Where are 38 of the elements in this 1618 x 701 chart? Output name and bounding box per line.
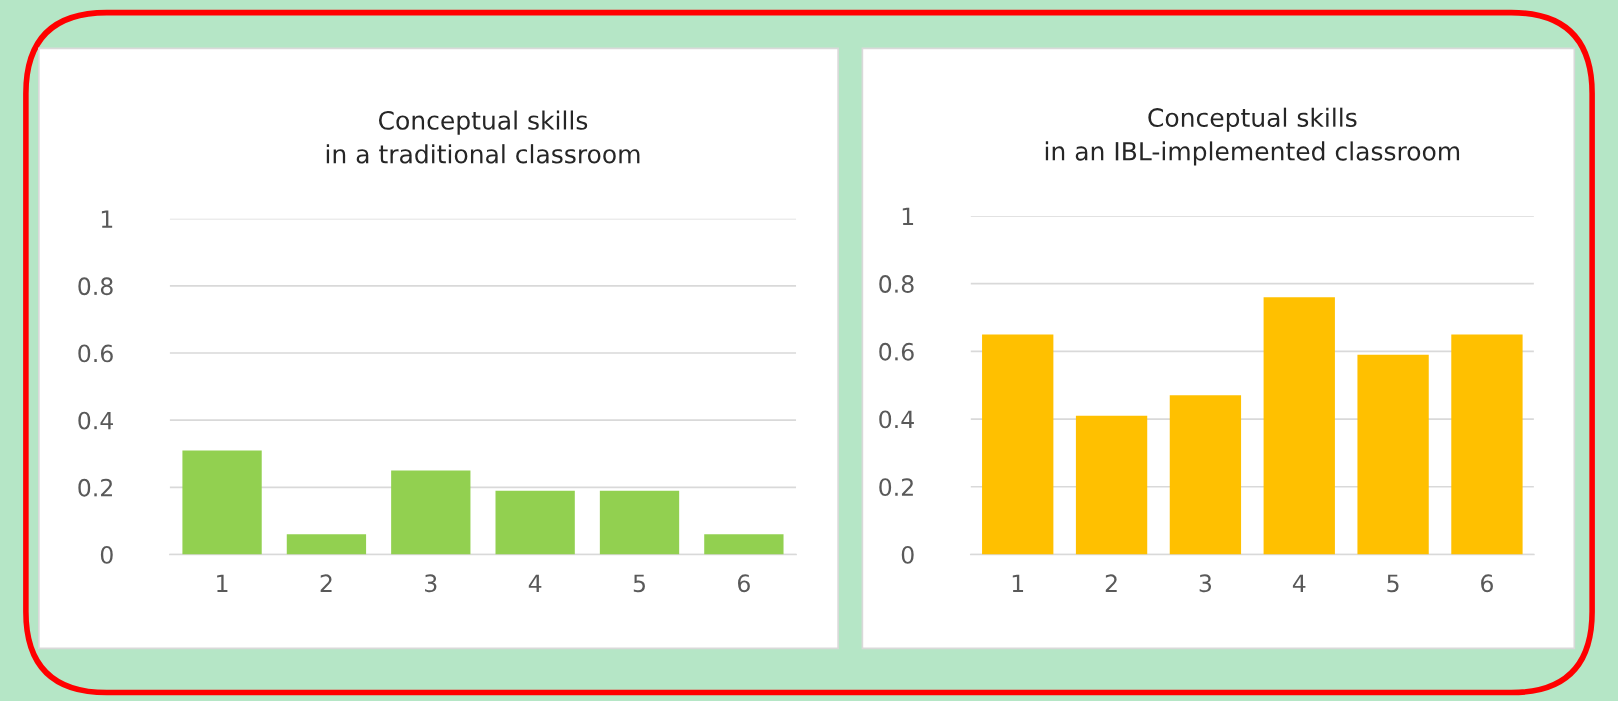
x-tick-label: 6 <box>1481 574 1493 593</box>
x-tick-label: 4 <box>528 574 542 592</box>
chart-title: Conceptual skills in an IBL-implemented classroom <box>1045 107 1460 166</box>
bar <box>1169 395 1242 555</box>
y-tick-label: 0.6 <box>879 342 914 361</box>
bar <box>1075 415 1148 555</box>
bar <box>391 470 471 555</box>
x-tick-label: 4 <box>1292 574 1306 592</box>
x-tick-label: 5 <box>1387 574 1399 593</box>
bar <box>1357 354 1429 555</box>
x-tick-label: 1 <box>217 574 228 592</box>
bar <box>599 490 680 555</box>
y-tick-label: 0.2 <box>78 478 112 497</box>
y-tick-label: 0 <box>901 545 914 564</box>
bar <box>182 450 262 555</box>
bar <box>495 490 575 555</box>
bar <box>286 534 367 555</box>
bar <box>1263 297 1335 555</box>
y-tick-label: 0.4 <box>78 411 114 430</box>
y-tick-label: 0.8 <box>78 277 113 296</box>
x-tick-label: 5 <box>633 574 645 593</box>
x-tick-label: 2 <box>1105 574 1117 592</box>
y-tick-label: 1 <box>101 210 113 228</box>
x-tick-label: 1 <box>1012 574 1024 592</box>
chart-title: Conceptual skills in a traditional classroom <box>326 110 640 164</box>
y-tick-label: 0.6 <box>78 344 113 363</box>
x-tick-label: 3 <box>1199 574 1212 593</box>
y-tick-label: 0 <box>100 545 113 564</box>
y-tick-label: 0.4 <box>879 410 914 429</box>
x-tick-label: 6 <box>738 574 750 593</box>
x-tick-label: 3 <box>425 574 437 593</box>
y-tick-label: 0.8 <box>879 275 914 293</box>
bar <box>982 334 1054 555</box>
x-tick-label: 2 <box>320 574 332 592</box>
y-tick-label: 0.2 <box>879 478 913 497</box>
bar <box>1451 334 1523 555</box>
bar <box>704 534 784 555</box>
y-tick-label: 1 <box>902 207 914 225</box>
